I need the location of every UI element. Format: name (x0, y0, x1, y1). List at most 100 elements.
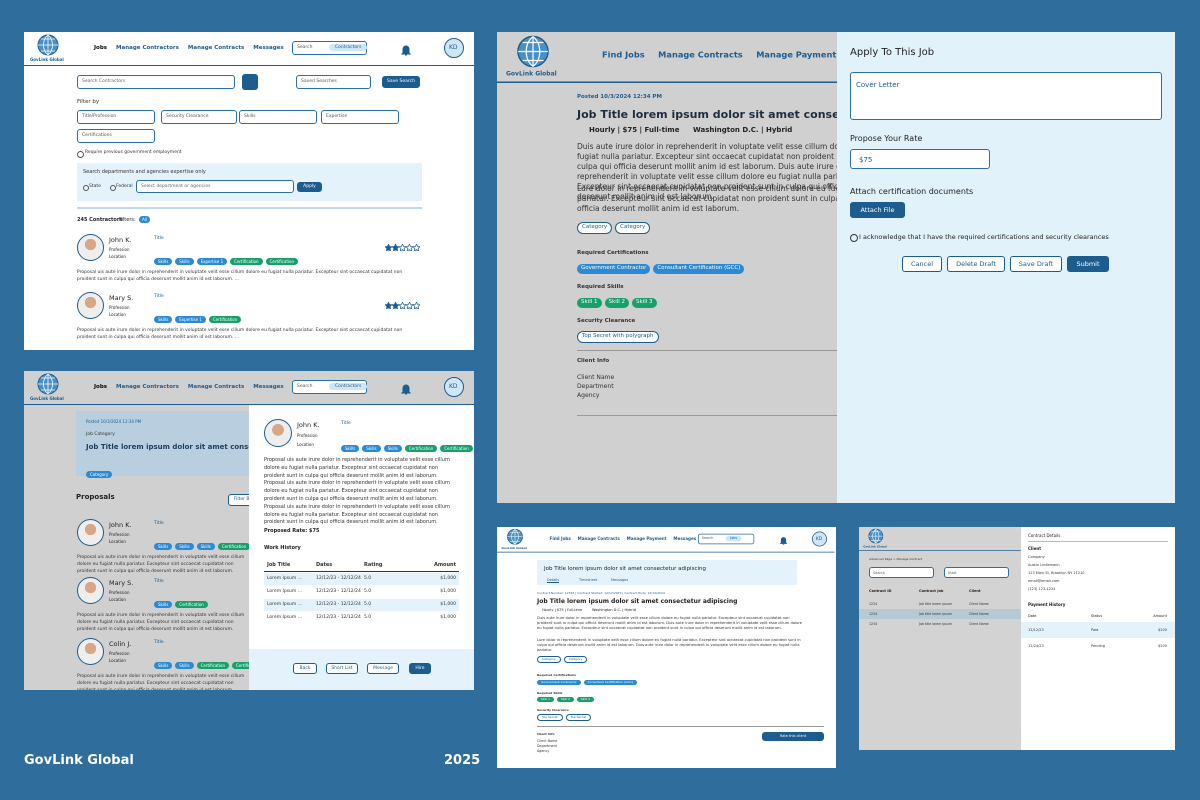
filter-select[interactable]: Certifications (77, 129, 155, 143)
bell-icon[interactable] (400, 41, 412, 56)
filter-select[interactable]: Title/Profession (77, 110, 155, 124)
tag: Skill 1 (577, 298, 602, 308)
nav-item[interactable]: Messages (673, 536, 697, 542)
button[interactable]: Cancel (902, 256, 942, 272)
nav: Find Jobs Manage Contracts Manage Payment M… (550, 537, 703, 542)
button[interactable]: Back (293, 663, 317, 674)
history-title: Work History (264, 545, 301, 551)
button[interactable]: Short List (326, 663, 358, 674)
table-cell: 12/12/23 - 12/12/24 (316, 615, 361, 620)
nav-item[interactable]: Manage Contractors (116, 45, 179, 51)
nav-item[interactable]: Manage Contracts (658, 51, 743, 61)
tab[interactable]: Details (547, 578, 560, 583)
nav-item[interactable]: Manage Contracts (187, 384, 245, 390)
button[interactable]: Delete Draft (947, 256, 1005, 272)
search-box[interactable]: Search Jobs (698, 533, 755, 545)
cover-letter[interactable]: Cover Letter (850, 72, 1162, 120)
saved-searches[interactable]: Saved Searches (296, 75, 371, 89)
profession: Profession (109, 532, 130, 537)
bell-icon[interactable] (400, 380, 412, 395)
nav-item[interactable]: Jobs (94, 384, 108, 390)
radio[interactable] (110, 185, 116, 191)
proposals-panel: GovLink Global Jobs Manage Contractors Mana… (24, 371, 474, 690)
rating-stars (384, 236, 421, 255)
tag: Skills (154, 543, 173, 550)
table-cell: 12/12/23 (1028, 628, 1044, 632)
brand: GovLink Global (501, 545, 527, 550)
table-header: Date (1028, 614, 1037, 618)
tab[interactable]: Timesheet (579, 578, 598, 582)
checkbox[interactable] (77, 151, 84, 158)
nav-item[interactable]: Manage Payment (626, 536, 667, 542)
filter-select[interactable]: Expertise (321, 110, 399, 124)
nav-item[interactable]: Manage Contracts (577, 536, 620, 542)
label: Required Skills (537, 691, 563, 695)
tag-list: Skills Certification (154, 591, 211, 610)
divider (577, 350, 837, 351)
tag: Category (563, 656, 588, 664)
table-cell: 12/12/23 - 12/12/24 (316, 576, 361, 581)
tag: Top Secret with polygraph (577, 331, 659, 343)
button[interactable]: Rate this client (762, 732, 824, 741)
filter-button[interactable] (242, 74, 258, 90)
nav-item[interactable]: Manage Payment (756, 51, 837, 61)
job-location: Washington D.C. | Hybrid (592, 608, 637, 612)
table-cell: Job title lorem ipsum (919, 602, 953, 606)
button[interactable]: Submit (1067, 256, 1109, 272)
table-header: Rating (364, 562, 383, 568)
status-select[interactable]: Start (944, 567, 1009, 578)
avatar-photo (264, 419, 292, 447)
name: Mary S. (109, 579, 134, 587)
filter-select[interactable]: Skills (239, 110, 317, 124)
button[interactable]: Attach File (850, 202, 905, 218)
title: Title (154, 521, 164, 526)
avatar[interactable]: KD (812, 531, 827, 547)
search-input[interactable]: Search Contractors (77, 75, 235, 89)
tag: Skills (154, 601, 173, 608)
nav-item[interactable]: Find Jobs (549, 536, 571, 542)
select-text: Saved Searches (301, 79, 337, 84)
button[interactable]: Save Search (382, 76, 420, 88)
filter-select[interactable]: Security Clearance (161, 110, 237, 124)
footer-year: 2025 (444, 753, 481, 768)
search-input[interactable]: Search (869, 567, 934, 578)
nav-item[interactable]: Messages (253, 45, 284, 51)
description: Lure dolor in reprehenderit in voluptate… (537, 638, 801, 652)
label: Client (1028, 546, 1042, 551)
nav-item[interactable]: Jobs (94, 45, 108, 51)
brand: GovLink Global (506, 69, 557, 78)
placeholder: Search (873, 571, 886, 575)
tag-list: Category Category (577, 222, 653, 234)
button[interactable]: Hire (409, 663, 431, 674)
avatar[interactable]: KD (444, 377, 464, 397)
dept-input[interactable]: Select department or agencies (136, 180, 294, 193)
search-box[interactable]: Search Contractors (292, 41, 368, 55)
nav-item[interactable]: Find Jobs (602, 51, 645, 61)
tab[interactable]: Messages (611, 578, 629, 582)
title: Title (154, 236, 164, 241)
button[interactable]: Save Draft (1010, 256, 1062, 272)
table-cell: 1234 (869, 602, 878, 606)
button[interactable]: Message (367, 663, 399, 674)
name: Colin J. (109, 640, 132, 648)
client-line: Department (537, 744, 557, 748)
avatar-photo (77, 292, 104, 319)
divider (1028, 541, 1168, 542)
nav-item[interactable]: Manage Contracts (187, 45, 245, 51)
search-box[interactable]: Search Contractors (292, 380, 368, 394)
nav-item[interactable]: Messages (253, 384, 284, 390)
profession: Profession (109, 305, 130, 310)
bell-icon[interactable] (779, 534, 788, 545)
tag: Government Contractor (537, 680, 581, 686)
search-text: Search (701, 536, 714, 541)
rate-input[interactable]: $75 (850, 149, 990, 169)
radio[interactable] (83, 185, 89, 191)
button[interactable]: Apply (297, 182, 322, 192)
ack: I acknowledge that I have the required c… (859, 233, 1109, 241)
nav: Jobs Manage Contractors Manage Contracts Me… (94, 384, 293, 390)
checkbox[interactable] (850, 234, 858, 242)
nav-item[interactable]: Manage Contractors (116, 384, 179, 390)
avatar[interactable]: KD (444, 38, 464, 58)
header: GovLink Global Jobs Manage Contractors Mana… (24, 32, 474, 66)
search-text: Search (297, 45, 313, 50)
